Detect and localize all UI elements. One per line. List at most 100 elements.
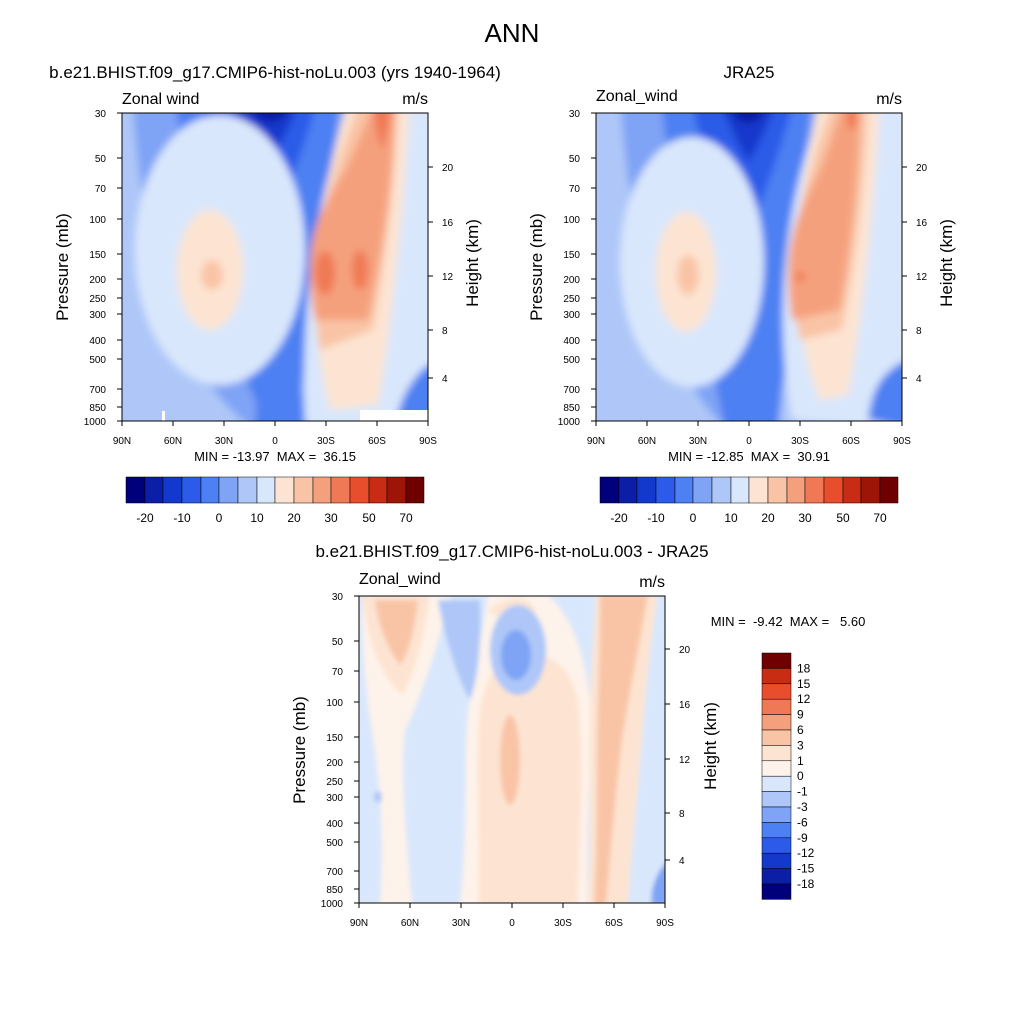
y-tick-label: 1000 xyxy=(84,417,107,428)
x-tick-label: 60S xyxy=(842,436,860,447)
figure-title: ANN xyxy=(485,18,540,48)
y-tick-label: 70 xyxy=(95,184,107,195)
panel-model-right-string: m/s xyxy=(402,91,428,108)
colorbar-label: 9 xyxy=(797,708,804,722)
x-tick-label: 30N xyxy=(452,918,470,929)
y-tick-label: 200 xyxy=(326,758,343,769)
colorbar-label: -1 xyxy=(797,785,808,799)
panel-model-stats: MIN = -13.97 MAX = 36.15 xyxy=(194,449,356,464)
y-tick-label: 150 xyxy=(326,733,343,744)
colorbar-label: -10 xyxy=(173,511,191,525)
panel-jra25-y2-axis: 20 16 12 8 4 xyxy=(902,163,928,385)
y2-tick-label: 4 xyxy=(442,374,448,385)
colorbar-label: -12 xyxy=(797,846,815,860)
panel-model: b.e21.BHIST.f09_g17.CMIP6-hist-noLu.003 … xyxy=(49,63,501,525)
colorbar-label: 30 xyxy=(324,511,338,525)
panel-jra25-left-string: Zonal_wind xyxy=(596,88,678,105)
x-tick-label: 0 xyxy=(272,436,278,447)
y-tick-label: 30 xyxy=(332,592,344,603)
colorbar-label: 0 xyxy=(797,769,804,783)
x-tick-label: 30N xyxy=(215,436,233,447)
y-tick-label: 400 xyxy=(563,336,580,347)
panel-diff-colorbar: 18 15 12 9 6 3 1 0 -1 -3 -6 -9 -12 -15 -… xyxy=(761,652,815,900)
colorbar-label: -9 xyxy=(797,831,808,845)
panel-difference: b.e21.BHIST.f09_g17.CMIP6-hist-noLu.003 … xyxy=(290,542,865,929)
y2-tick-label: 12 xyxy=(916,272,928,283)
y-tick-label: 50 xyxy=(95,154,107,165)
colorbar-label: 20 xyxy=(761,511,775,525)
y-tick-label: 250 xyxy=(563,294,580,305)
panel-model-x-axis: 90N 60N 30N 0 30S 60S 90S xyxy=(113,421,437,447)
y2-tick-label: 4 xyxy=(679,856,685,867)
panel-jra25-colorbar: -20 -10 0 10 20 30 50 70 xyxy=(599,476,899,525)
panel-model-left-string: Zonal wind xyxy=(122,91,199,108)
y-tick-label: 850 xyxy=(563,403,580,414)
x-tick-label: 30S xyxy=(317,436,335,447)
colorbar-label: 20 xyxy=(287,511,301,525)
colorbar-label: 12 xyxy=(797,692,811,706)
y2-tick-label: 4 xyxy=(916,374,922,385)
panel-jra25-right-string: m/s xyxy=(876,91,902,108)
colorbar-label: -3 xyxy=(797,800,808,814)
panel-jra25-x-axis: 90N 60N 30N 0 30S 60S 90S xyxy=(587,421,911,447)
colorbar-label: 15 xyxy=(797,677,811,691)
panel-jra25-contour-field xyxy=(596,113,902,421)
x-tick-label: 90S xyxy=(419,436,437,447)
x-tick-label: 90N xyxy=(587,436,605,447)
y2-tick-label: 20 xyxy=(442,163,454,174)
y-tick-label: 200 xyxy=(563,275,580,286)
y2-tick-label: 8 xyxy=(442,326,448,337)
panel-jra25-y-axis: 30 50 70 100 150 200 250 300 400 500 700… xyxy=(558,109,596,428)
y-tick-label: 400 xyxy=(326,819,343,830)
y2-tick-label: 12 xyxy=(442,272,454,283)
panel-jra25: JRA25 Zonal_wind m/s xyxy=(527,63,956,525)
colorbar-label: 1 xyxy=(797,754,804,768)
x-tick-label: 90S xyxy=(893,436,911,447)
colorbar-label: 10 xyxy=(724,511,738,525)
panel-jra25-title: JRA25 xyxy=(723,63,774,82)
panel-model-contour-field xyxy=(122,113,428,421)
y-tick-label: 100 xyxy=(326,698,343,709)
colorbar-label: 50 xyxy=(362,511,376,525)
y-tick-label: 850 xyxy=(89,403,106,414)
x-tick-label: 30S xyxy=(554,918,572,929)
panel-jra25-stats: MIN = -12.85 MAX = 30.91 xyxy=(668,449,830,464)
y-tick-label: 200 xyxy=(89,275,106,286)
colorbar-label: -6 xyxy=(797,815,808,829)
y2-tick-label: 20 xyxy=(679,645,691,656)
y2-tick-label: 8 xyxy=(679,809,685,820)
y-tick-label: 700 xyxy=(563,385,580,396)
panel-model-y2label: Height (km) xyxy=(463,219,482,307)
x-tick-label: 60N xyxy=(638,436,656,447)
y-tick-label: 150 xyxy=(89,250,106,261)
x-tick-label: 30N xyxy=(689,436,707,447)
x-tick-label: 60N xyxy=(401,918,419,929)
x-tick-label: 0 xyxy=(746,436,752,447)
y-tick-label: 300 xyxy=(89,310,106,321)
y-tick-label: 150 xyxy=(563,250,580,261)
colorbar-label: 70 xyxy=(399,511,413,525)
colorbar-label: -20 xyxy=(136,511,154,525)
panel-model-colorbar: -20 -10 0 10 20 30 50 70 xyxy=(125,476,425,525)
y2-tick-label: 12 xyxy=(679,755,691,766)
panel-diff-y2-axis: 20 16 12 8 4 xyxy=(665,645,691,867)
panel-model-title: b.e21.BHIST.f09_g17.CMIP6-hist-noLu.003 … xyxy=(49,63,501,82)
colorbar-label: 6 xyxy=(797,723,804,737)
y2-tick-label: 8 xyxy=(916,326,922,337)
colorbar-label: -20 xyxy=(610,511,628,525)
y-tick-label: 70 xyxy=(569,184,581,195)
colorbar-label: -15 xyxy=(797,862,815,876)
x-tick-label: 60S xyxy=(605,918,623,929)
y2-tick-label: 16 xyxy=(679,700,691,711)
y-tick-label: 100 xyxy=(89,215,106,226)
panel-diff-title: b.e21.BHIST.f09_g17.CMIP6-hist-noLu.003 … xyxy=(315,542,708,561)
panel-model-ylabel: Pressure (mb) xyxy=(53,213,72,321)
colorbar-label: 30 xyxy=(798,511,812,525)
y-tick-label: 500 xyxy=(89,355,106,366)
panel-diff-y2label: Height (km) xyxy=(701,702,720,790)
colorbar-label: 18 xyxy=(797,661,811,675)
y-tick-label: 250 xyxy=(89,294,106,305)
x-tick-label: 90S xyxy=(656,918,674,929)
x-tick-label: 90N xyxy=(350,918,368,929)
